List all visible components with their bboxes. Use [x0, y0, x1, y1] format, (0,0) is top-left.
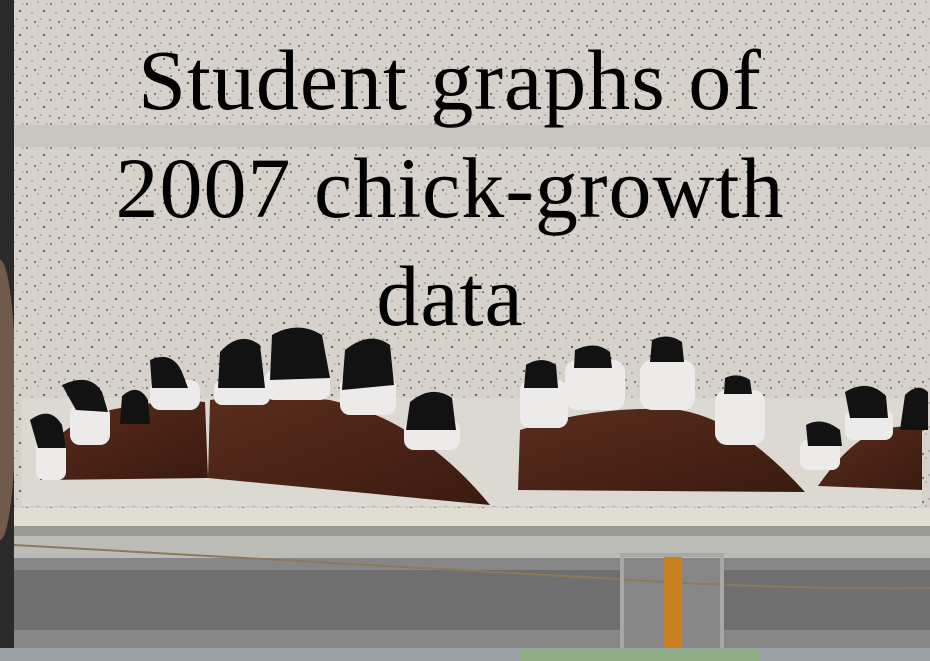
bottom-green-patch	[520, 650, 760, 661]
chick-head	[62, 379, 108, 412]
hill-4	[818, 426, 922, 490]
slide-title: Student graphs of 2007 chick-growth data	[0, 26, 900, 350]
chick-head	[845, 385, 888, 418]
chick-head	[120, 389, 150, 424]
chick-heads	[30, 327, 928, 448]
chick-head	[806, 421, 842, 446]
chick-head	[150, 356, 188, 388]
cabinet-panel	[14, 570, 620, 630]
title-line-2: 2007 chick-growth	[115, 140, 785, 236]
chick-head	[574, 345, 612, 368]
hill-2	[208, 396, 490, 505]
person-face-left	[0, 260, 16, 540]
ceiling-grid-bar	[14, 125, 930, 147]
chick-head	[406, 391, 456, 430]
chick-head	[524, 360, 558, 388]
title-line-1: Student graphs of	[138, 32, 762, 128]
chick-head	[900, 387, 928, 430]
support-pole	[664, 555, 682, 655]
molding-top	[14, 508, 930, 526]
chick-head	[650, 336, 684, 362]
chick-head	[30, 413, 66, 448]
molding-shadow	[14, 526, 930, 536]
chick-head	[724, 375, 752, 394]
bottom-strip	[0, 648, 930, 661]
chick-head	[270, 327, 330, 380]
hill-3	[518, 408, 805, 492]
hanging-wire	[13, 544, 930, 590]
chick-head	[218, 338, 265, 388]
cabinet-panel-right	[720, 570, 930, 630]
molding-band	[14, 536, 930, 558]
chick-head	[342, 338, 394, 390]
title-line-3: data	[376, 248, 524, 344]
ceiling-tile-upper	[14, 0, 930, 125]
